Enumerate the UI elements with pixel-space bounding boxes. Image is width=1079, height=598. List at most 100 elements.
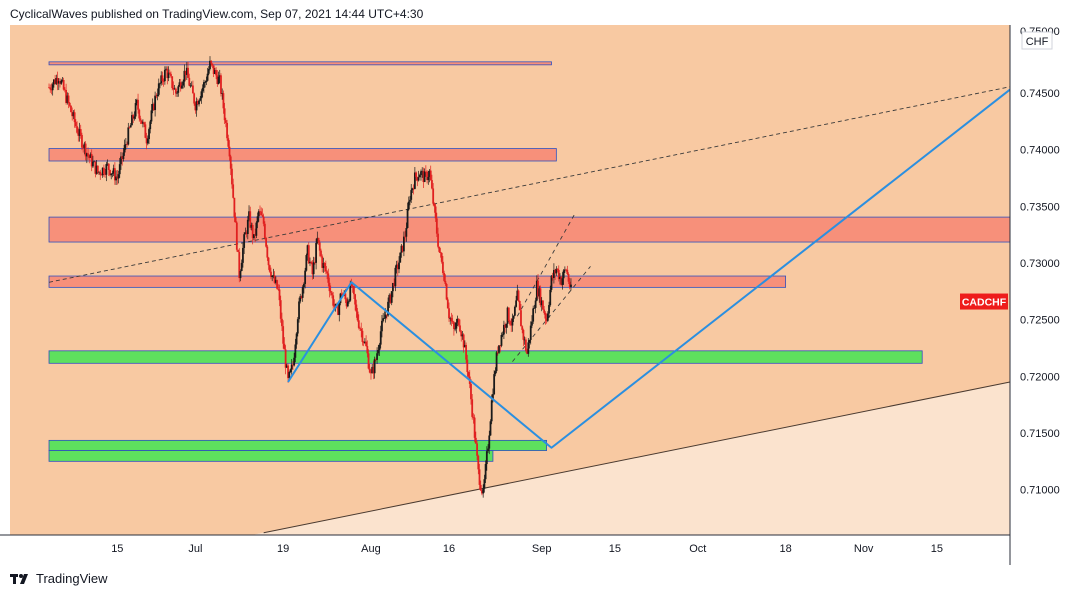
candle-body-3 (51, 84, 54, 91)
candle-body-209 (303, 283, 305, 288)
candle-body-305 (420, 171, 422, 176)
candle-body-277 (385, 314, 388, 316)
footer-brand[interactable]: TradingView (10, 571, 108, 586)
candle-body-393 (527, 342, 530, 354)
candle-body-356 (482, 488, 485, 494)
candle-body-29 (83, 143, 86, 148)
candle-body-399 (534, 300, 537, 308)
candle-body-382 (513, 306, 516, 316)
candle-body-187 (276, 280, 278, 289)
candle-body-414 (553, 269, 555, 279)
candle-body-130 (206, 73, 209, 81)
candle-body-85 (151, 103, 154, 111)
candle-body-37 (93, 161, 96, 163)
candle-body-280 (389, 294, 392, 303)
candle-body-271 (378, 344, 381, 351)
candle-body-54 (113, 168, 116, 181)
candle-body-428 (570, 284, 572, 288)
candle-body-9 (59, 81, 61, 84)
candle-body-427 (568, 281, 571, 288)
candle-body-253 (356, 311, 359, 321)
time-tick-label-1: 15 (111, 543, 123, 555)
candle-body-400 (535, 280, 538, 301)
candle-body-141 (220, 75, 222, 94)
time-tick-label-5: 16 (443, 543, 455, 555)
candle-body-245 (346, 301, 349, 307)
candle-body-216 (311, 262, 314, 275)
candle-body-240 (340, 293, 343, 295)
candle-body-158 (240, 262, 243, 272)
candle-body-267 (373, 359, 376, 374)
candle-body-122 (196, 101, 199, 105)
price-tick-label-6: 0.72000 (1020, 371, 1060, 383)
candle-body-149 (229, 156, 232, 169)
candle-body-390 (523, 339, 526, 341)
candle-body-88 (155, 95, 158, 97)
candle-body-309 (424, 171, 427, 173)
candle-body-273 (381, 320, 383, 332)
price-chart[interactable]: 0.74500 0.74000 0.73500 0.73000 0.72500 0.720… (0, 25, 1079, 584)
candle-body-143 (222, 93, 225, 109)
time-tick-label-3: 19 (277, 543, 289, 555)
candle-body-361 (488, 435, 491, 449)
candle-body-156 (238, 251, 241, 279)
candle-body-160 (243, 234, 246, 248)
candle-body-291 (403, 236, 405, 252)
candle-body-378 (509, 321, 511, 325)
candle-body-106 (177, 86, 180, 93)
candle-body-411 (549, 289, 552, 306)
candle-body-200 (292, 364, 294, 366)
candle-body-410 (548, 305, 550, 314)
candle-body-1 (49, 87, 52, 90)
candle-body-102 (172, 87, 175, 90)
candle-body-359 (485, 451, 488, 465)
candle-body-385 (517, 290, 520, 301)
candle-body-417 (556, 268, 559, 270)
candle-body-322 (440, 252, 443, 262)
candle-body-363 (490, 400, 493, 422)
candle-body-118 (192, 85, 194, 94)
candle-body-388 (521, 326, 524, 330)
candle-body-230 (328, 282, 331, 292)
candle-body-276 (384, 314, 387, 319)
candle-body-62 (123, 144, 126, 153)
candle-body-152 (233, 197, 236, 217)
candle-body-57 (117, 174, 120, 179)
candle-body-249 (351, 285, 354, 287)
candle-body-268 (374, 359, 377, 360)
candle-body-278 (387, 301, 389, 316)
chart-area[interactable]: 0.74500 0.74000 0.73500 0.73000 0.72500 0.720… (0, 25, 1079, 584)
candle-body-148 (228, 146, 231, 157)
time-tick-label-8: Oct (689, 543, 706, 555)
candle-body-310 (426, 171, 428, 181)
candle-body-68 (131, 115, 133, 126)
candle-body-8 (57, 81, 60, 84)
candle-body-44 (101, 167, 104, 176)
candle-body-398 (533, 307, 536, 309)
price-tick-label-4: 0.73000 (1020, 258, 1060, 270)
candles-layer (48, 56, 572, 498)
candle-body-364 (492, 394, 494, 401)
candle-body-412 (550, 275, 553, 290)
candle-body-343 (466, 359, 469, 373)
candle-body-392 (526, 350, 528, 354)
candle-body-146 (226, 122, 228, 139)
candle-body-49 (107, 163, 110, 170)
candle-body-41 (98, 171, 100, 173)
candle-body-319 (437, 233, 439, 247)
candle-body-218 (313, 262, 316, 264)
author-name[interactable]: CyclicalWaves (10, 7, 88, 21)
candle-body-135 (212, 65, 215, 74)
candle-body-105 (176, 92, 178, 94)
candle-body-188 (277, 288, 280, 290)
candle-body-224 (321, 256, 324, 268)
candle-body-190 (279, 300, 282, 319)
candle-body-72 (135, 99, 138, 104)
candle-body-144 (223, 108, 226, 121)
candle-body-123 (198, 100, 200, 105)
candle-body-294 (406, 209, 409, 229)
candle-body-198 (289, 369, 292, 373)
candle-body-204 (296, 319, 299, 334)
candle-body-269 (376, 353, 378, 360)
candle-body-45 (103, 167, 105, 175)
